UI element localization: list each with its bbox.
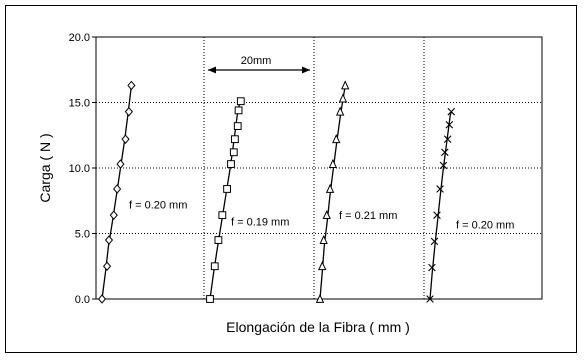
series-1-point-3 [104, 235, 114, 245]
series-1-point-5 [113, 184, 122, 194]
x-axis-label: Elongación de la Fibra ( mm ) [226, 319, 410, 335]
series-4-point-1 [426, 295, 434, 303]
series-4-point-9 [445, 120, 454, 129]
series-2-point-8 [231, 135, 239, 144]
series-3-point-4 [322, 209, 331, 220]
series-3-point-8 [335, 106, 345, 116]
series-1-point-6 [116, 159, 125, 169]
series-3-point-3 [319, 234, 328, 244]
series-1-point-8 [124, 106, 133, 117]
series-3-point-9 [338, 93, 348, 103]
y-tick-label-2: 10.0 [69, 163, 90, 175]
series-4-point-7 [441, 148, 449, 157]
series-3-point-10 [341, 80, 350, 90]
y-tick-label-1: 5.0 [75, 229, 90, 241]
series-4-point-6 [439, 161, 448, 170]
series-1-point-1 [97, 294, 107, 304]
series-2-point-2 [210, 262, 219, 271]
series-2-point-5 [223, 185, 231, 193]
series-2-point-3 [214, 236, 223, 244]
grid-layer [96, 37, 542, 299]
series-4-point-3 [430, 237, 439, 246]
series-2-label: f = 0.19 mm [231, 217, 289, 229]
series-2-point-6 [227, 160, 235, 168]
series-2-point-7 [229, 148, 238, 157]
series-1-point-7 [121, 134, 130, 144]
series-3-point-7 [332, 133, 341, 144]
chart-svg: 0.0 5.0 10.0 15.0 20.0 f = 0.20 mm f = 0.19 m… [37, 32, 543, 335]
series-2-point-1 [206, 295, 214, 303]
series-4-point-10 [447, 107, 456, 116]
y-axis-label: Carga ( N ) [37, 133, 53, 202]
dimension-annotation-label: 20mm [241, 55, 272, 67]
chart-frame: 0.0 5.0 10.0 15.0 20.0 f = 0.20 mm f = 0.19 m… [5, 5, 577, 353]
series-3-point-2 [318, 261, 327, 271]
dimension-arrowhead-right [302, 66, 310, 74]
series-2-point-4 [218, 211, 227, 220]
dimension-arrowhead-left [208, 66, 216, 74]
y-tick-label-0: 0.0 [75, 294, 90, 306]
series-1-label: f = 0.20 mm [129, 200, 187, 212]
series-4-point-4 [433, 211, 441, 219]
series-2-point-10 [234, 106, 243, 115]
series-4-point-8 [443, 135, 452, 143]
series-layer [97, 80, 456, 304]
series-4-label: f = 0.20 mm [456, 219, 514, 231]
series-1-point-2 [102, 261, 112, 272]
series-4-point-2 [428, 263, 436, 272]
series-2-point-9 [233, 122, 242, 130]
series-3-point-6 [328, 158, 338, 168]
series-3-point-5 [325, 183, 335, 193]
series-3-label: f = 0.21 mm [339, 210, 397, 222]
axes-layer: 0.0 5.0 10.0 15.0 20.0 [69, 32, 96, 306]
labels-layer: f = 0.20 mm f = 0.19 mm f = 0.21 mm f = 0.2… [129, 66, 514, 231]
series-3-point-1 [315, 293, 325, 303]
y-tick-label-4: 20.0 [69, 32, 90, 44]
y-tick-label-3: 15.0 [69, 98, 90, 110]
series-2-point-11 [236, 97, 245, 106]
series-1-point-9 [127, 80, 136, 91]
series-1-point-4 [109, 210, 118, 220]
series-4-point-5 [436, 185, 444, 193]
